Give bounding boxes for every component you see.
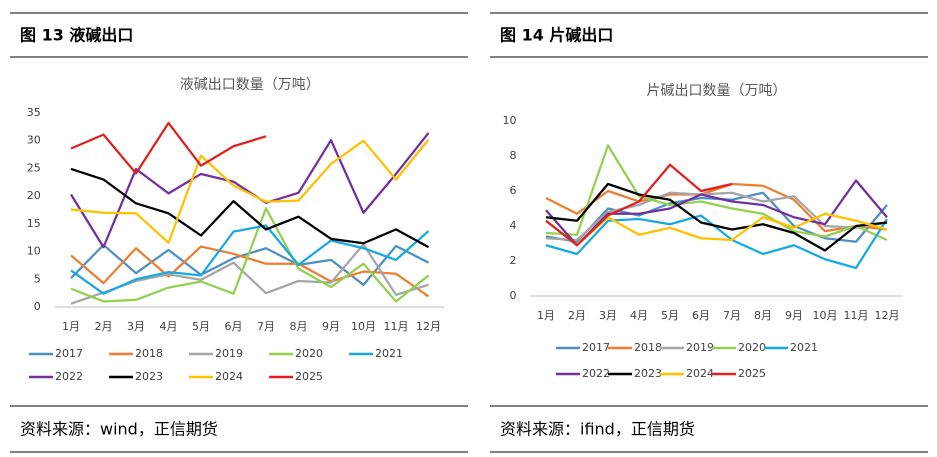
x-tick-label: 10月 [351,320,376,333]
legend-label: 2018 [634,341,662,354]
y-tick-label: 0 [34,300,41,313]
legend-label: 2023 [634,367,662,380]
source: 资料来源：ifind，正信期货 [500,420,695,439]
x-tick-label: 6月 [225,320,243,333]
chart-title: 片碱出口数量（万吨） [647,83,787,99]
legend-label: 2020 [295,347,323,360]
x-tick-label: 2月 [95,320,113,333]
y-tick-label: 30 [27,134,41,147]
y-tick-label: 5 [34,272,41,285]
panel-frames [10,12,928,453]
x-tick-label: 7月 [257,320,275,333]
legend-label: 2019 [215,347,243,360]
series-line [545,182,888,233]
y-tick-label: 4 [510,219,517,232]
x-tick-label: 3月 [599,309,617,322]
legend-label: 2023 [135,370,163,383]
x-tick-label: 7月 [723,309,741,322]
x-tick-label: 3月 [127,320,145,333]
legend-label: 2022 [55,370,83,383]
figure-title: 图 14 片碱出口 [500,26,613,45]
series-line [70,224,430,295]
legend-label: 2020 [738,341,766,354]
x-tick-label: 11月 [844,309,869,322]
legend-label: 2021 [375,347,403,360]
y-tick-label: 0 [510,289,517,302]
x-tick-label: 4月 [630,309,648,322]
series-line [70,167,430,249]
x-tick-label: 1月 [62,320,80,333]
series-line [70,121,267,175]
x-tick-label: 12月 [875,309,900,322]
series-line [545,191,888,242]
legend-label: 2019 [686,341,714,354]
y-tick-label: 10 [503,114,517,127]
series-line [70,207,430,303]
x-tick-label: 9月 [785,309,803,322]
series-line [70,138,430,244]
x-tick-label: 5月 [661,309,679,322]
legend-label: 2024 [686,367,714,380]
y-tick-label: 10 [27,245,41,258]
legend-label: 2025 [295,370,323,383]
y-tick-label: 6 [510,184,517,197]
series-line [545,163,733,247]
x-tick-label: 10月 [813,309,838,322]
legend-label: 2025 [738,367,766,380]
y-tick-label: 2 [510,254,517,267]
x-tick-label: 5月 [192,320,210,333]
x-tick-label: 11月 [384,320,409,333]
x-tick-label: 8月 [290,320,308,333]
legend-label: 2021 [790,341,818,354]
series-line [70,132,430,249]
y-tick-label: 35 [27,106,41,119]
x-tick-label: 12月 [416,320,441,333]
chart-title: 液碱出口数量（万吨） [180,77,320,93]
figure-title: 图 13 液碱出口 [20,26,133,45]
source: 资料来源：wind，正信期货 [20,420,218,439]
y-tick-label: 15 [27,217,41,230]
y-tick-label: 20 [27,189,41,202]
legend-label: 2018 [135,347,163,360]
legend-label: 2017 [582,341,610,354]
series-line [545,214,888,270]
x-tick-label: 8月 [754,309,772,322]
y-tick-label: 8 [510,149,517,162]
x-tick-label: 2月 [568,309,586,322]
series-line [545,144,888,242]
y-tick-label: 25 [27,161,41,174]
legend-label: 2022 [582,367,610,380]
x-tick-label: 9月 [322,320,340,333]
legend-label: 2017 [55,347,83,360]
legend-label: 2024 [215,370,243,383]
series-line [545,182,888,252]
x-tick-label: 6月 [692,309,710,322]
x-tick-label: 4月 [160,320,178,333]
x-tick-label: 1月 [537,309,555,322]
series-line [70,245,430,298]
